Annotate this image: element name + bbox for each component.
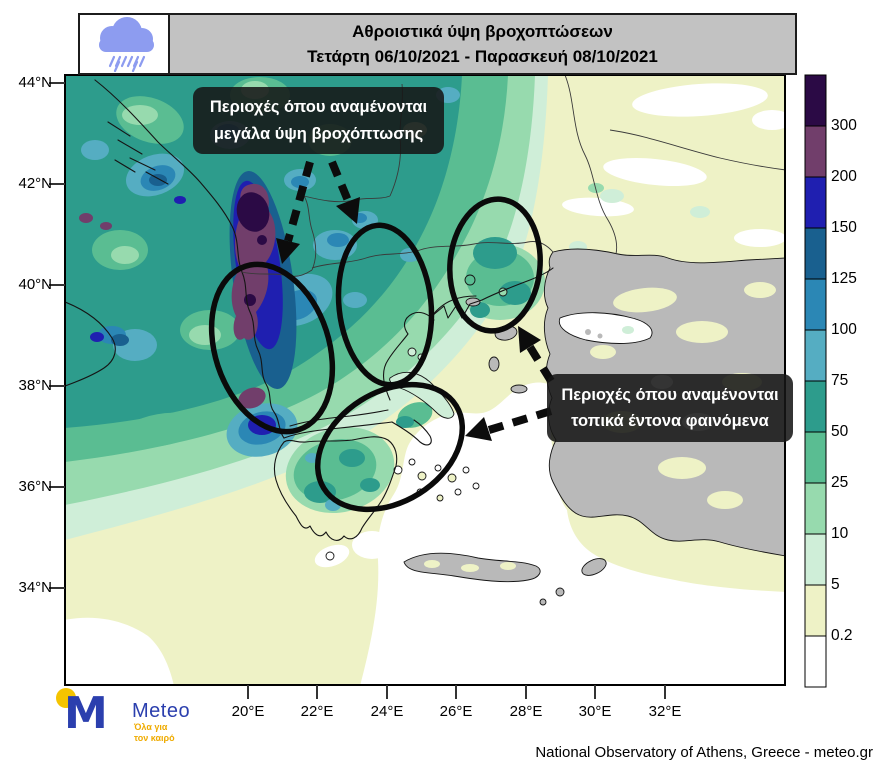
arrow-to-thrace <box>526 344 555 384</box>
samos-island <box>510 384 528 394</box>
annotation-local-severe-line2: τοπικά έντονα φαινόμενα <box>571 412 769 430</box>
chios-island <box>488 356 500 372</box>
lat-label-38n: 38°N <box>18 377 52 394</box>
colorbar-label-5: 5 <box>831 576 840 593</box>
arrow-to-macedonia <box>328 160 353 205</box>
title-bar: Αθροιστικά ύψη βροχοπτώσεων Τετάρτη 06/1… <box>78 13 797 75</box>
annotation-heavy-rain: Περιοχές όπου αναμένονται μεγάλα ύψη βρο… <box>193 87 444 154</box>
colorbar-label-150: 150 <box>831 219 857 236</box>
rainfall-field <box>66 76 784 684</box>
meteo-tagline-line2: τον καιρό <box>134 733 175 744</box>
limnos-island <box>465 297 481 307</box>
annotation-arrows <box>276 160 555 441</box>
colorbar-label-75: 75 <box>831 372 849 389</box>
lat-label-42n: 42°N <box>18 175 52 192</box>
title-line-1: Αθροιστικά ύψη βροχοπτώσεων <box>352 21 613 41</box>
title-icon-box <box>80 15 170 73</box>
annotation-local-severe-line1: Περιοχές όπου αναμένονται <box>561 385 779 404</box>
lat-label-36n: 36°N <box>18 478 52 495</box>
meteo-tagline-line1: Όλα για <box>134 722 168 732</box>
arrowhead-macedonia <box>336 197 360 224</box>
highlight-ellipse-thrace <box>447 196 543 334</box>
lon-label-26e: 26°E <box>439 703 473 720</box>
rhodes-island <box>581 558 607 576</box>
map-title: Αθροιστικά ύψη βροχοπτώσεων Τετάρτη 06/1… <box>170 15 795 73</box>
sea-of-marmara <box>558 312 653 344</box>
annotation-local-severe: Περιοχές όπου αναμένονται τοπικά έντονα … <box>547 374 793 442</box>
colorbar-label-300: 300 <box>831 117 857 134</box>
lon-label-28e: 28°E <box>509 703 543 720</box>
highlight-ellipse-epirus <box>208 261 336 435</box>
lat-label-34n: 34°N <box>18 579 52 596</box>
colorbar-label-100: 100 <box>831 321 857 338</box>
highlight-ellipses <box>208 196 543 513</box>
lon-label-32e: 32°E <box>648 703 682 720</box>
meteo-logo-text: Meteo <box>132 700 191 722</box>
lon-label-20e: 20°E <box>231 703 265 720</box>
credit-text: National Observatory of Athens, Greece -… <box>535 744 873 761</box>
dry-sea-region <box>360 382 784 684</box>
axis-ticks <box>49 82 666 699</box>
annotation-heavy-rain-line1: Περιοχές όπου αναμένονται <box>209 98 428 117</box>
colorbar-label-10: 10 <box>831 525 849 542</box>
arrowhead-epirus <box>276 238 300 264</box>
lon-label-22e: 22°E <box>300 703 334 720</box>
colorbar-label-200: 200 <box>831 168 857 185</box>
arrow-to-attica <box>487 407 553 434</box>
rain-cloud-icon <box>99 17 154 72</box>
arrowhead-thrace <box>518 326 541 353</box>
annotation-heavy-rain-line2: μεγάλα ύψη βροχόπτωσης <box>213 124 424 143</box>
meteo-logo-tagline: Όλα για τον καιρό <box>134 722 175 745</box>
arrow-to-epirus <box>284 160 314 243</box>
colorbar-label-0-2: 0.2 <box>831 627 853 644</box>
lon-label-30e: 30°E <box>578 703 612 720</box>
colorbar-label-125: 125 <box>831 270 857 287</box>
colorbar-label-50: 50 <box>831 423 849 440</box>
title-line-2: Τετάρτη 06/10/2021 - Παρασκευή 08/10/202… <box>307 47 658 66</box>
meteo-logo-sun-icon <box>56 688 76 708</box>
colorbar-label-25: 25 <box>831 474 849 491</box>
lat-label-40n: 40°N <box>18 276 52 293</box>
lat-label-44n: 44°N <box>18 74 52 91</box>
lon-label-24e: 24°E <box>370 703 404 720</box>
no-data-crete <box>403 552 541 583</box>
meteo-logo-m-icon: M <box>64 688 108 739</box>
arrowhead-attica <box>465 417 492 441</box>
colorbar <box>804 74 827 688</box>
highlight-ellipse-attica <box>314 381 466 513</box>
